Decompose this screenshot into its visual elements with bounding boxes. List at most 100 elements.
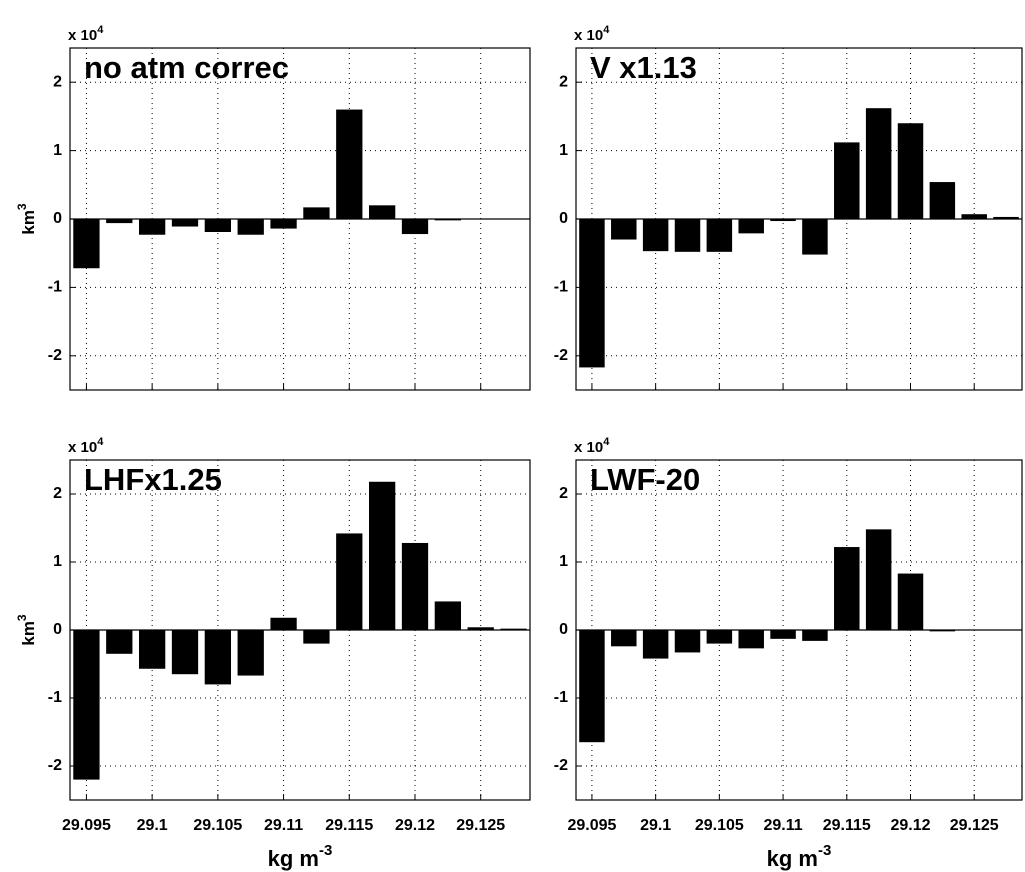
y-tick-label: 2 bbox=[53, 73, 62, 90]
bar bbox=[865, 108, 892, 219]
bar bbox=[467, 627, 494, 630]
x-tick-label: 29.125 bbox=[950, 817, 999, 834]
x-axis-label: kg m-3 bbox=[268, 842, 333, 871]
bar bbox=[611, 219, 637, 240]
panel: -2 -1 0 1 2 no atm correc x 104 km3 bbox=[15, 24, 531, 391]
y-axis-label-base: km bbox=[19, 621, 38, 646]
bar bbox=[642, 630, 669, 659]
bar bbox=[434, 219, 461, 221]
y-tick-label: 2 bbox=[559, 73, 568, 90]
bar bbox=[139, 219, 166, 235]
y-multiplier-base: x 10 bbox=[68, 439, 97, 456]
y-tick-label: 2 bbox=[559, 485, 568, 502]
y-tick-label: -2 bbox=[48, 347, 62, 364]
x-tick-label: 29.1 bbox=[640, 817, 671, 834]
y-tick-label: 0 bbox=[559, 210, 568, 227]
bar bbox=[706, 630, 733, 644]
y-tick-label: 1 bbox=[559, 142, 568, 159]
bar bbox=[500, 628, 527, 630]
x-tick-label: 29.1 bbox=[137, 817, 168, 834]
y-multiplier-exponent: 4 bbox=[603, 436, 610, 448]
bar bbox=[929, 630, 956, 632]
bar bbox=[579, 219, 605, 368]
bar bbox=[802, 219, 828, 255]
panel: -2 -1 0 1 2 29.095 29.1 29.105 29.11 29.115 29.12 2… bbox=[554, 436, 1023, 871]
panel: -2 -1 0 1 2 V x1.13 x 104 bbox=[554, 24, 1023, 391]
x-tick-label: 29.125 bbox=[456, 817, 505, 834]
bar bbox=[579, 630, 605, 743]
bar bbox=[834, 547, 860, 630]
x-tick-label: 29.115 bbox=[325, 817, 373, 834]
y-multiplier-base: x 10 bbox=[574, 27, 603, 44]
x-tick-label: 29.12 bbox=[395, 817, 435, 834]
bar bbox=[73, 630, 100, 780]
y-tick-label: 2 bbox=[53, 485, 62, 502]
bar bbox=[237, 630, 264, 676]
panel: -2 -1 0 1 2 29.095 29.1 29.105 29.11 29.115 29.12 2… bbox=[15, 436, 531, 871]
x-tick-label: 29.11 bbox=[264, 817, 303, 834]
axes-frame bbox=[575, 459, 1023, 801]
bar bbox=[865, 529, 892, 630]
bar bbox=[369, 205, 396, 219]
y-multiplier-exponent: 4 bbox=[97, 436, 104, 448]
x-tick-label: 29.105 bbox=[695, 817, 744, 834]
bar bbox=[897, 123, 924, 219]
x-axis-label-exponent: -3 bbox=[818, 842, 831, 859]
y-tick-label: 0 bbox=[53, 621, 62, 638]
y-axis-label-base: km bbox=[19, 210, 38, 235]
y-tick-label: -1 bbox=[554, 279, 568, 296]
y-tick-label: -2 bbox=[554, 347, 568, 364]
bar bbox=[929, 182, 956, 219]
y-axis-label-exponent: 3 bbox=[15, 614, 29, 621]
y-tick-label: -2 bbox=[48, 757, 62, 774]
x-axis-label: kg m-3 bbox=[767, 842, 832, 871]
bar bbox=[770, 630, 796, 639]
bar bbox=[897, 573, 924, 630]
x-tick-label: 29.115 bbox=[823, 817, 871, 834]
panel-title: no atm correc bbox=[84, 50, 289, 85]
bar bbox=[237, 219, 264, 235]
bar bbox=[738, 219, 764, 234]
y-tick-label: 0 bbox=[559, 621, 568, 638]
bar bbox=[171, 630, 199, 675]
y-tick-label: 1 bbox=[53, 553, 62, 570]
x-axis-label-base: kg m bbox=[268, 846, 319, 871]
y-multiplier: x 104 bbox=[574, 436, 610, 456]
y-tick-label: 1 bbox=[559, 553, 568, 570]
bar bbox=[303, 207, 330, 219]
y-axis-label: km3 bbox=[15, 203, 38, 235]
bar bbox=[336, 109, 363, 219]
y-multiplier-exponent: 4 bbox=[603, 24, 610, 36]
y-tick-label: -1 bbox=[554, 689, 568, 706]
bar bbox=[73, 219, 100, 269]
bar bbox=[834, 142, 860, 219]
bar bbox=[674, 219, 701, 252]
y-axis-label-exponent: 3 bbox=[15, 203, 29, 210]
bar bbox=[738, 630, 764, 649]
panel-title: LHFx1.25 bbox=[84, 462, 222, 497]
bar bbox=[642, 219, 669, 252]
bar bbox=[171, 219, 199, 227]
bar bbox=[434, 601, 461, 630]
y-tick-label: -1 bbox=[48, 689, 62, 706]
bar bbox=[674, 630, 701, 653]
y-tick-label: 1 bbox=[53, 142, 62, 159]
axes-frame bbox=[575, 47, 1023, 391]
panel-title: V x1.13 bbox=[590, 50, 697, 85]
bar bbox=[961, 214, 987, 219]
y-multiplier: x 104 bbox=[68, 24, 104, 44]
panel-title: LWF-20 bbox=[590, 462, 700, 497]
bar bbox=[993, 216, 1019, 219]
bar bbox=[106, 219, 133, 224]
bar bbox=[336, 533, 363, 630]
y-multiplier-base: x 10 bbox=[68, 27, 97, 44]
y-multiplier-base: x 10 bbox=[574, 439, 603, 456]
y-tick-label: -2 bbox=[554, 757, 568, 774]
x-axis-label-base: kg m bbox=[767, 846, 818, 871]
x-tick-label: 29.105 bbox=[193, 817, 242, 834]
x-tick-label: 29.095 bbox=[62, 817, 111, 834]
x-tick-label: 29.11 bbox=[763, 817, 802, 834]
y-tick-label: -1 bbox=[48, 279, 62, 296]
bar bbox=[401, 219, 429, 235]
